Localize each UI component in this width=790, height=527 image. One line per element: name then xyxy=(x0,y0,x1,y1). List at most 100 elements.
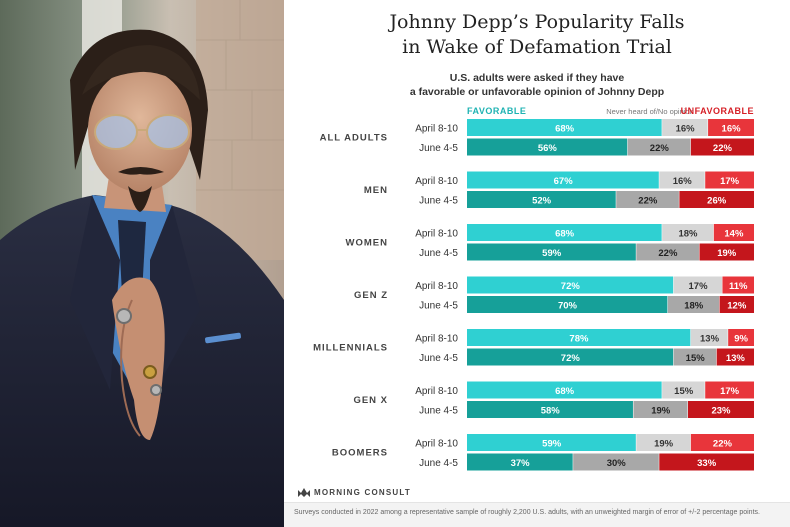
segment-value-label: 19% xyxy=(654,439,674,450)
legend-unfavorable: UNFAVORABLE xyxy=(681,106,754,116)
segment-value-label: 17% xyxy=(720,176,740,187)
period-label: April 8-10 xyxy=(415,281,458,292)
favorable-bar xyxy=(467,119,663,136)
segment-value-label: 30% xyxy=(607,458,627,469)
segment-value-label: 12% xyxy=(727,301,747,312)
title-line-2: in Wake of Defamation Trial xyxy=(402,36,672,58)
unfavorable-bar xyxy=(728,329,754,346)
period-label: June 4-5 xyxy=(419,353,458,364)
favorable-bar xyxy=(467,401,634,418)
chart-title: Johnny Depp’s Popularity Falls in Wake o… xyxy=(284,10,790,60)
title-line-1: Johnny Depp’s Popularity Falls xyxy=(389,11,685,33)
favorable-bar xyxy=(467,453,574,471)
segment-value-label: 58% xyxy=(541,406,561,417)
period-label: June 4-5 xyxy=(419,143,458,154)
period-label: June 4-5 xyxy=(419,458,458,469)
favorable-bar xyxy=(467,138,628,156)
segment-value-label: 13% xyxy=(726,353,746,364)
segment-value-label: 72% xyxy=(561,281,581,292)
segment-value-label: 22% xyxy=(713,143,733,154)
segment-value-label: 16% xyxy=(722,124,742,135)
neutral-bar xyxy=(673,348,717,366)
period-label: April 8-10 xyxy=(415,386,458,397)
segment-value-label: 68% xyxy=(555,229,575,240)
segment-value-label: 68% xyxy=(555,386,575,397)
source-logo: MORNING CONSULT xyxy=(298,488,411,497)
segment-value-label: 22% xyxy=(658,248,678,259)
favorable-bar xyxy=(467,329,691,346)
group-label: BOOMERS xyxy=(332,448,388,459)
unfavorable-bar xyxy=(687,401,754,418)
legend-neutral: Never heard of/No opinion xyxy=(606,107,694,116)
morning-consult-icon xyxy=(298,488,310,497)
group-label: MEN xyxy=(364,185,388,196)
neutral-bar xyxy=(662,224,714,241)
neutral-bar xyxy=(636,243,700,261)
period-label: April 8-10 xyxy=(415,439,458,450)
segment-value-label: 13% xyxy=(700,334,720,345)
unfavorable-bar xyxy=(659,453,754,471)
neutral-bar xyxy=(667,296,720,313)
segment-value-label: 72% xyxy=(561,353,581,364)
favorable-bar xyxy=(467,296,668,313)
neutral-bar xyxy=(633,401,688,418)
favorable-bar xyxy=(467,348,674,366)
segment-value-label: 22% xyxy=(650,143,670,154)
segment-value-label: 56% xyxy=(538,143,558,154)
period-label: April 8-10 xyxy=(415,176,458,187)
segment-value-label: 17% xyxy=(689,281,709,292)
group-label: GEN X xyxy=(353,395,388,406)
segment-value-label: 33% xyxy=(697,458,717,469)
legend-favorable: FAVORABLE xyxy=(467,106,526,116)
unfavorable-bar xyxy=(722,276,754,294)
chart-panel: Johnny Depp’s Popularity Falls in Wake o… xyxy=(284,0,790,527)
neutral-bar xyxy=(690,329,729,346)
segment-value-label: 9% xyxy=(734,334,748,345)
photo-illustration xyxy=(0,0,284,527)
favorable-bar xyxy=(467,243,637,261)
segment-value-label: 37% xyxy=(511,458,531,469)
group-label: GEN Z xyxy=(354,290,388,301)
segment-value-label: 14% xyxy=(724,229,744,240)
unfavorable-bar xyxy=(690,434,754,451)
period-label: June 4-5 xyxy=(419,196,458,207)
unfavorable-bar xyxy=(705,171,754,189)
segment-value-label: 70% xyxy=(558,301,578,312)
neutral-bar xyxy=(573,453,660,471)
footnote: Surveys conducted in 2022 among a repres… xyxy=(284,502,790,527)
neutral-bar xyxy=(673,276,723,294)
segment-value-label: 22% xyxy=(713,439,733,450)
favorable-bar xyxy=(467,276,674,294)
source-logo-text: MORNING CONSULT xyxy=(314,488,411,497)
photo xyxy=(0,0,284,527)
segment-value-label: 59% xyxy=(542,248,562,259)
period-label: April 8-10 xyxy=(415,124,458,135)
neutral-bar xyxy=(662,119,709,136)
segment-value-label: 19% xyxy=(717,248,737,259)
segment-value-label: 19% xyxy=(651,406,671,417)
segment-value-label: 18% xyxy=(684,301,704,312)
segment-value-label: 16% xyxy=(676,124,696,135)
period-label: April 8-10 xyxy=(415,334,458,345)
group-label: WOMEN xyxy=(346,238,388,249)
unfavorable-bar xyxy=(716,348,754,366)
group-label: MILLENNIALS xyxy=(313,343,388,354)
favorable-bar xyxy=(467,191,617,208)
period-label: June 4-5 xyxy=(419,406,458,417)
segment-value-label: 78% xyxy=(569,334,589,345)
segment-value-label: 16% xyxy=(673,176,693,187)
segment-value-label: 26% xyxy=(707,196,727,207)
segment-value-label: 11% xyxy=(729,281,748,292)
unfavorable-bar xyxy=(708,119,754,136)
neutral-bar xyxy=(636,434,691,451)
segment-value-label: 23% xyxy=(711,406,731,417)
segment-value-label: 17% xyxy=(720,386,740,397)
segment-value-label: 15% xyxy=(686,353,706,364)
segment-value-label: 18% xyxy=(678,229,698,240)
period-label: June 4-5 xyxy=(419,301,458,312)
unfavorable-bar xyxy=(713,224,754,241)
subtitle-line-1: U.S. adults were asked if they have xyxy=(449,72,625,84)
group-label: ALL ADULTS xyxy=(320,133,388,144)
stacked-bar-chart: FAVORABLE Never heard of/No opinionUNFAVO… xyxy=(313,106,754,471)
unfavorable-bar xyxy=(690,138,754,156)
